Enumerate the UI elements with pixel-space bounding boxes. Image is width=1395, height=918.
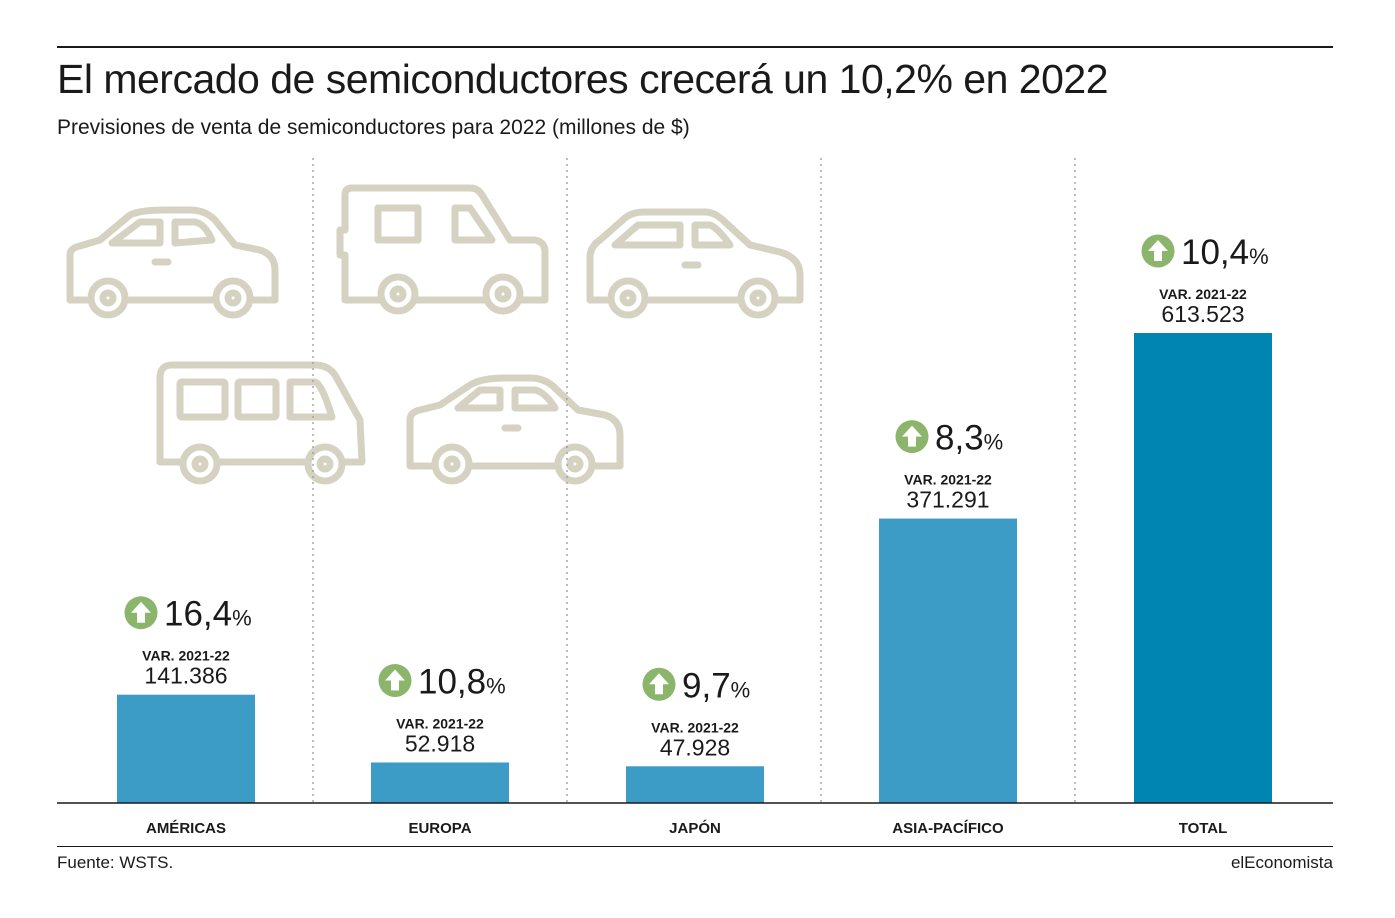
- up-arrow-icon: [1141, 234, 1175, 268]
- category-label: ASIA-PACÍFICO: [892, 820, 1004, 837]
- brand-logo-text: elEconomista: [1230, 853, 1333, 872]
- variation-unit: %: [984, 430, 1004, 455]
- jeep-icon: [336, 184, 549, 315]
- variation-value: 10,4%: [1181, 233, 1269, 272]
- variation-unit: %: [486, 673, 506, 698]
- variation-indicator: 10,4% VAR. 2021-22: [1141, 233, 1269, 302]
- variation-unit: %: [731, 677, 751, 702]
- category-label: EUROPA: [408, 820, 471, 837]
- bar-value-label: 371.291: [906, 487, 989, 513]
- up-arrow-icon: [124, 596, 158, 630]
- category-label: TOTAL: [1179, 820, 1228, 837]
- category-label: JAPÓN: [669, 819, 721, 837]
- source-note: Fuente: WSTS.: [57, 853, 174, 872]
- bar-japón: [626, 766, 764, 803]
- variation-indicator: 16,4% VAR. 2021-22: [124, 595, 252, 664]
- variation-indicator: 9,7% VAR. 2021-22: [642, 666, 750, 735]
- variation-indicator: 10,8% VAR. 2021-22: [378, 662, 506, 731]
- chart-subtitle: Previsiones de venta de semiconductores …: [57, 116, 690, 139]
- up-arrow-icon: [895, 420, 929, 454]
- bar-value-label: 47.928: [660, 734, 730, 760]
- chart-title: El mercado de semiconductores crecerá un…: [57, 56, 1109, 102]
- bar-asia-pacífico: [879, 518, 1017, 803]
- variation-label: VAR. 2021-22: [142, 648, 230, 664]
- van-icon: [156, 361, 366, 485]
- car-icon: [66, 206, 279, 319]
- variation-label: VAR. 2021-22: [396, 715, 484, 731]
- bar-europa: [371, 762, 509, 803]
- up-arrow-icon: [642, 667, 676, 701]
- variation-label: VAR. 2021-22: [651, 719, 739, 735]
- sedan-icon: [406, 374, 624, 485]
- variation-unit: %: [1249, 244, 1269, 269]
- variation-value: 10,8%: [418, 662, 506, 701]
- bar-value-label: 613.523: [1161, 301, 1244, 327]
- hatchback-icon: [586, 208, 804, 319]
- bar-américas: [117, 694, 255, 803]
- variation-label: VAR. 2021-22: [904, 472, 992, 488]
- variation-value: 8,3%: [935, 419, 1003, 458]
- variation-value: 9,7%: [682, 666, 750, 705]
- bottom-rule: [57, 846, 1333, 847]
- variation-indicator: 8,3% VAR. 2021-22: [895, 419, 1003, 488]
- bar-total: [1134, 333, 1272, 803]
- up-arrow-icon: [378, 663, 412, 697]
- top-rule: [57, 46, 1333, 48]
- variation-label: VAR. 2021-22: [1159, 286, 1247, 302]
- variation-value: 16,4%: [164, 595, 252, 634]
- bar-value-label: 52.918: [405, 730, 475, 756]
- bar-value-label: 141.386: [144, 663, 227, 689]
- category-label: AMÉRICAS: [146, 820, 226, 837]
- variation-unit: %: [232, 606, 252, 631]
